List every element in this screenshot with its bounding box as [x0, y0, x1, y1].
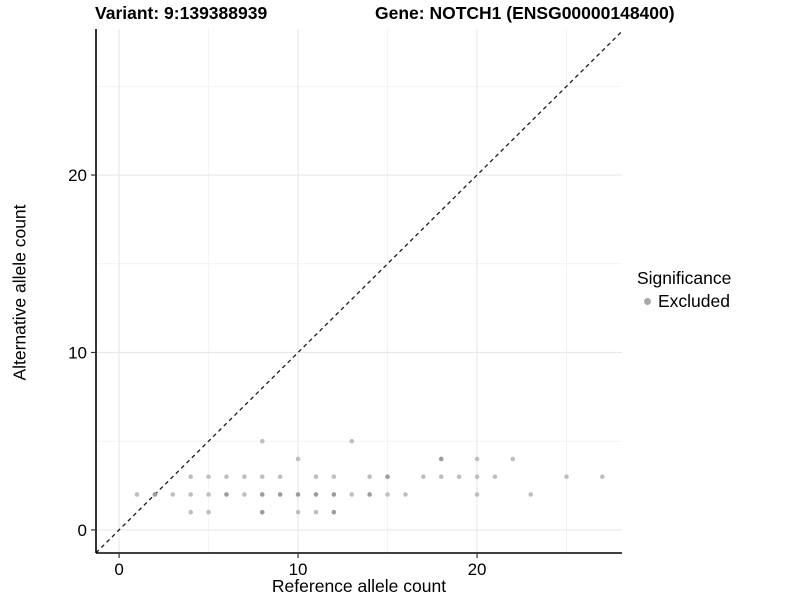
y-tick-label: 0 — [78, 521, 87, 540]
data-point — [331, 492, 337, 497]
x-tick-label: 20 — [468, 560, 487, 579]
data-point — [474, 474, 480, 479]
data-point — [474, 456, 480, 462]
data-point — [188, 474, 193, 479]
legend-item-label: Excluded — [658, 291, 730, 311]
data-point — [438, 474, 444, 479]
data-point — [242, 474, 247, 479]
data-point — [277, 474, 283, 479]
x-tick-label: 0 — [114, 560, 123, 579]
data-point — [188, 492, 193, 497]
data-point — [295, 492, 301, 497]
data-point — [313, 492, 319, 497]
y-tick-label: 10 — [68, 343, 87, 362]
data-point — [385, 474, 390, 479]
data-point — [313, 474, 319, 479]
data-point — [206, 474, 211, 479]
data-point — [331, 509, 337, 515]
data-point — [259, 474, 265, 479]
data-point — [170, 492, 176, 497]
data-point — [492, 474, 498, 479]
variant-title: Variant: 9:139388939 — [95, 3, 268, 23]
legend-item-excluded: Excluded — [637, 291, 797, 312]
data-point — [259, 509, 265, 515]
data-point — [152, 492, 158, 497]
data-point — [259, 492, 265, 497]
data-point — [206, 509, 211, 515]
identity-line — [95, 30, 623, 554]
data-point — [367, 492, 372, 497]
data-point — [295, 509, 301, 515]
data-point — [438, 456, 444, 462]
data-point — [456, 474, 462, 479]
data-point — [349, 492, 355, 497]
data-point — [224, 474, 229, 479]
legend: Significance Excluded — [637, 268, 797, 312]
data-point — [331, 474, 337, 479]
data-point — [367, 474, 372, 479]
data-point — [242, 492, 247, 497]
data-point — [474, 492, 480, 497]
data-point — [259, 438, 265, 444]
y-tick-label: 20 — [68, 166, 87, 185]
y-axis-title: Alternative allele count — [9, 204, 30, 381]
data-point — [600, 474, 605, 479]
data-point — [188, 509, 193, 515]
data-point — [528, 492, 534, 497]
data-point — [349, 438, 355, 444]
data-point — [295, 456, 301, 462]
excluded-marker-icon — [644, 298, 651, 305]
x-axis-title: Reference allele count — [271, 576, 447, 596]
data-point — [313, 509, 319, 515]
legend-title: Significance — [637, 268, 732, 288]
data-point — [277, 492, 283, 497]
data-point — [134, 492, 140, 497]
data-point — [564, 474, 569, 479]
x-tick-label: 10 — [289, 560, 308, 579]
data-point — [421, 474, 426, 479]
data-point — [403, 492, 408, 497]
data-point — [510, 456, 516, 462]
gene-title: Gene: NOTCH1 (ENSG00000148400) — [375, 3, 675, 23]
data-point — [224, 492, 229, 497]
data-point — [385, 492, 390, 497]
data-point — [206, 492, 211, 497]
